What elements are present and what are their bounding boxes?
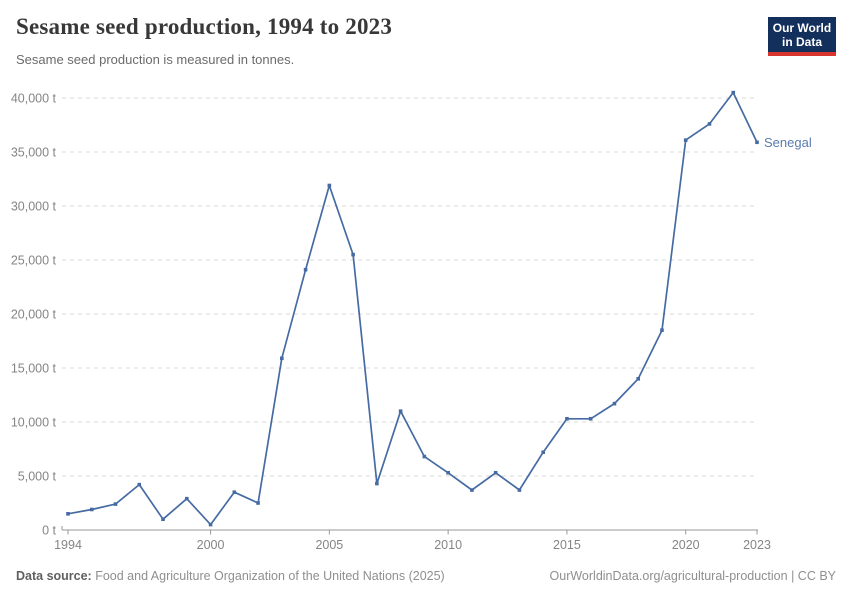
footer-license: OurWorldinData.org/agricultural-producti… [550, 569, 836, 583]
data-point [612, 401, 617, 406]
data-point [636, 377, 641, 381]
data-point [161, 517, 165, 521]
data-point [351, 252, 355, 257]
y-axis-tick-label: 40,000 t [11, 92, 57, 106]
owid-logo[interactable]: Our World in Data [768, 17, 836, 56]
y-axis-tick-label: 35,000 t [11, 146, 57, 160]
data-point [327, 183, 332, 188]
x-axis-tick-label: 2020 [672, 538, 700, 552]
data-point [588, 416, 593, 421]
data-source-label: Data source: [16, 569, 92, 583]
data-point [755, 140, 759, 145]
data-point [683, 138, 688, 142]
data-point [232, 490, 237, 494]
chart-title: Sesame seed production, 1994 to 2023 [16, 14, 393, 39]
owid-url: OurWorldinData.org/agricultural-producti… [549, 569, 788, 583]
data-point [137, 482, 142, 487]
y-axis-tick-label: 25,000 t [11, 254, 57, 268]
data-point [256, 501, 260, 505]
data-point [493, 470, 498, 475]
data-point [280, 356, 284, 361]
y-axis-tick-label: 20,000 t [11, 308, 57, 322]
y-axis-tick-label: 15,000 t [11, 362, 57, 376]
series-line-senegal [67, 91, 758, 526]
data-point [375, 481, 379, 486]
data-point [398, 409, 403, 413]
data-source-text: Food and Agriculture Organization of the… [91, 569, 445, 583]
y-axis-tick-label: 30,000 t [11, 200, 57, 214]
x-axis-tick-label: 2023 [743, 538, 771, 552]
data-point [731, 90, 736, 95]
x-axis-tick-label: 1994 [54, 538, 82, 552]
data-point [541, 450, 545, 455]
chart-subtitle: Sesame seed production is measured in to… [16, 52, 295, 67]
data-point [422, 454, 427, 459]
data-point [208, 522, 213, 527]
license-label: CC BY [797, 569, 836, 583]
data-point [89, 507, 94, 512]
owid-logo-line2: in Data [781, 35, 822, 49]
data-source: Data source: Food and Agriculture Organi… [16, 569, 445, 583]
footer-separator: | [787, 569, 798, 583]
data-point [660, 328, 664, 332]
x-axis-tick-label: 2000 [197, 538, 225, 552]
x-axis-tick-label: 2015 [553, 538, 581, 552]
data-point [446, 470, 450, 475]
data-point [565, 416, 569, 421]
y-axis-tick-label: 5,000 t [18, 470, 57, 484]
owid-logo-line1: Our World [772, 21, 832, 35]
data-point [517, 488, 522, 492]
x-axis-tick-label: 2010 [434, 538, 462, 552]
x-axis-tick-label: 2005 [315, 538, 343, 552]
data-point [184, 496, 189, 501]
y-axis-tick-label: 10,000 t [11, 416, 57, 430]
data-point [66, 512, 70, 516]
series-end-label: Senegal [764, 135, 812, 150]
y-axis-tick-label: 0 t [42, 524, 56, 538]
data-point [113, 502, 118, 506]
data-point [707, 122, 712, 126]
data-point [303, 267, 308, 272]
data-point [470, 488, 474, 492]
chart-footer: Data source: Food and Agriculture Organi… [16, 569, 836, 583]
